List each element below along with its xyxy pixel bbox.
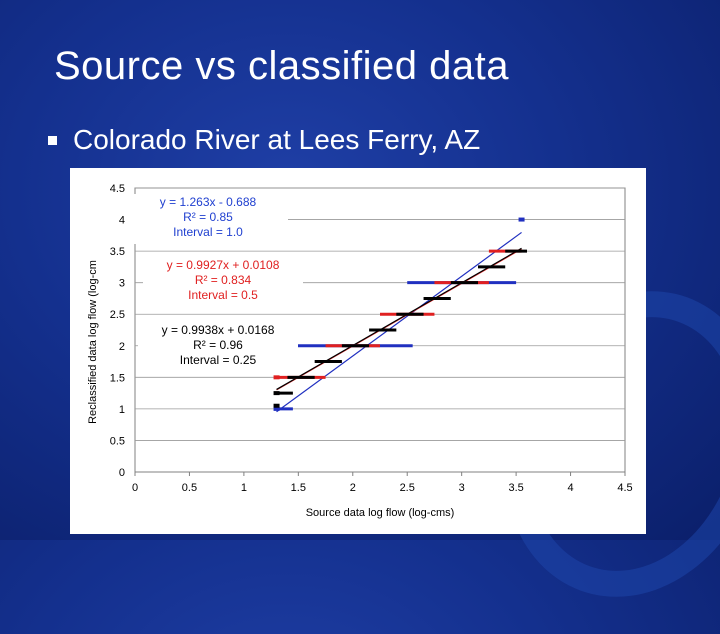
y-tick-label: 2 [119,341,125,353]
trendline [276,231,522,413]
y-tick-label: 1.5 [110,372,125,384]
x-tick-label: 1 [241,482,247,494]
annotation-background [143,257,303,307]
x-axis-label: Source data log flow (log-cms) [306,507,455,519]
trendline-equation-line: R² = 0.96 [193,338,243,352]
x-tick-label: 0 [132,482,138,494]
x-tick-label: 4.5 [617,482,632,494]
x-tick-label: 4 [567,482,573,494]
data-point [518,217,525,222]
y-tick-label: 0.5 [110,435,125,447]
scatter-chart: 0 0.5 1 1.5 2 2.5 3 3.5 4 4.5 0 0.5 1 1.5 2 2.5 3 3.5 4 4.5… [87,183,633,519]
trendline-equation-line: y = 0.9938x + 0.0168 [162,323,275,337]
segment-layer [273,217,527,411]
trendline-equation-line: y = 1.263x - 0.688 [160,195,257,209]
y-tick-label: 1 [119,404,125,416]
trendline-equation-line: Interval = 1.0 [173,225,243,239]
y-tick-label: 0 [119,467,125,479]
annotation-background [138,322,298,372]
tick-layer: 0 0.5 1 1.5 2 2.5 3 3.5 4 4.5 0 0.5 1 1.5 2 2.5 3 3.5 4 4.5 [110,183,633,494]
slide-title: Source vs classified data [54,44,509,88]
trendline-equation-line: Interval = 0.25 [180,353,257,367]
y-tick-label: 2.5 [110,309,125,321]
y-tick-label: 4.5 [110,183,125,195]
trendline [276,247,522,390]
data-point [273,391,280,396]
x-tick-label: 1.5 [291,482,306,494]
bullet-square-icon [48,135,57,145]
y-tick-label: 4 [119,215,125,227]
annotation-background [128,194,288,244]
x-tick-label: 2 [350,482,356,494]
x-tick-label: 0.5 [182,482,197,494]
trendline-equation-line: Interval = 0.5 [188,288,258,302]
bullet-text: Colorado River at Lees Ferry, AZ [73,124,481,155]
y-axis-label: Reclassified data log flow (log-cm [87,260,99,424]
data-point [273,403,280,408]
chart-panel: 0 0.5 1 1.5 2 2.5 3 3.5 4 4.5 0 0.5 1 1.5 2 2.5 3 3.5 4 4.5… [70,168,646,534]
trendline-equation-line: R² = 0.85 [183,210,233,224]
trendline-layer [276,231,522,413]
x-tick-label: 2.5 [400,482,415,494]
x-tick-label: 3 [459,482,465,494]
x-tick-label: 3.5 [508,482,523,494]
trendline-equation-line: R² = 0.834 [195,273,252,287]
data-point [273,375,280,380]
trendline-equation-line: y = 0.9927x + 0.0108 [167,258,280,272]
y-tick-label: 3.5 [110,246,125,258]
y-tick-label: 3 [119,278,125,290]
bullet-item: Colorado River at Lees Ferry, AZ [48,124,480,156]
data-point [273,406,280,411]
